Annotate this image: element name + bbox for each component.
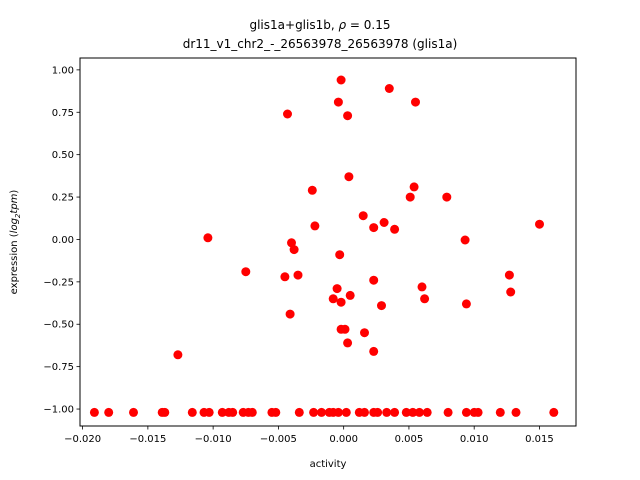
data-point-16	[390, 224, 400, 234]
data-point-76	[443, 407, 453, 417]
data-point-11	[358, 211, 368, 221]
data-point-27	[417, 282, 427, 292]
x-tick-label: 0.005	[395, 434, 424, 445]
data-point-60	[309, 407, 319, 417]
data-point-73	[408, 407, 418, 417]
data-point-35	[461, 299, 471, 309]
data-point-13	[535, 219, 544, 229]
x-tick-label: 0.015	[525, 434, 554, 445]
y-tick-label: 0.25	[52, 193, 74, 204]
data-point-8	[307, 185, 317, 195]
data-point-17	[203, 233, 213, 243]
data-point-3	[411, 97, 420, 107]
data-point-5	[343, 111, 353, 121]
y-ticks: −1.00 −0.75 −0.50 −0.25 0.00 0.25 0.50 0.75 1.00	[43, 65, 80, 416]
x-ticks: −0.020 −0.015 −0.010 −0.005 0.000 0.005 0.010 0…	[64, 426, 554, 445]
data-point-56	[247, 407, 257, 417]
data-point-81	[511, 407, 521, 417]
data-point-48	[187, 407, 197, 417]
data-point-4	[283, 109, 292, 119]
y-tick-label: −0.25	[43, 277, 74, 288]
data-point-51	[217, 407, 227, 417]
data-point-47	[160, 407, 170, 417]
data-point-45	[129, 407, 138, 417]
data-point-7	[409, 182, 419, 192]
points-layer	[89, 75, 559, 417]
data-point-38	[340, 324, 350, 334]
data-point-70	[382, 407, 392, 417]
data-point-71	[390, 407, 400, 417]
data-point-9	[405, 192, 415, 202]
data-point-29	[506, 287, 516, 297]
data-point-59	[294, 407, 304, 417]
data-point-75	[422, 407, 432, 417]
data-point-50	[204, 407, 214, 417]
data-point-24	[293, 270, 303, 280]
data-point-43	[89, 407, 99, 417]
data-point-6	[344, 172, 354, 182]
data-point-80	[495, 407, 505, 417]
x-tick-label: 0.010	[460, 434, 489, 445]
data-point-61	[317, 407, 326, 417]
data-point-36	[285, 309, 295, 319]
data-point-74	[414, 407, 424, 417]
data-point-12	[379, 218, 389, 227]
data-point-18	[287, 238, 296, 248]
data-point-2	[333, 97, 343, 107]
data-point-79	[473, 407, 483, 417]
y-tick-label: −1.00	[43, 405, 74, 416]
x-tick-label: −0.020	[64, 434, 101, 445]
data-point-33	[420, 294, 430, 304]
data-point-72	[401, 407, 411, 417]
data-point-31	[328, 294, 338, 304]
data-point-82	[549, 407, 559, 417]
data-point-23	[280, 272, 290, 282]
x-tick-label: −0.015	[129, 434, 166, 445]
data-point-65	[341, 407, 351, 417]
data-point-53	[228, 407, 238, 417]
data-point-19	[460, 235, 470, 245]
x-tick-label: 0.000	[329, 434, 358, 445]
data-point-1	[384, 84, 394, 93]
data-point-41	[369, 346, 379, 356]
data-point-69	[373, 407, 383, 417]
data-point-34	[377, 301, 386, 311]
data-point-64	[333, 407, 343, 417]
data-point-77	[461, 407, 471, 417]
data-point-28	[332, 284, 342, 294]
y-tick-label: 0.00	[52, 235, 74, 246]
y-tick-label: −0.50	[43, 320, 74, 331]
data-point-44	[104, 407, 114, 417]
data-point-20	[289, 245, 299, 255]
x-tick-label: −0.010	[195, 434, 232, 445]
data-point-67	[360, 407, 369, 417]
plot-frame	[79, 57, 577, 427]
data-point-40	[343, 338, 353, 348]
y-tick-label: 0.75	[52, 108, 74, 119]
data-point-21	[335, 250, 345, 260]
x-tick-label: −0.005	[260, 434, 297, 445]
data-point-25	[504, 270, 514, 280]
data-point-32	[336, 297, 346, 307]
data-point-10	[442, 192, 452, 202]
data-point-14	[310, 221, 320, 231]
y-axis-label: expression (log2tpm)	[9, 190, 22, 295]
data-point-26	[369, 275, 379, 285]
y-tick-label: 0.50	[52, 150, 74, 161]
data-point-42	[173, 350, 183, 360]
data-point-22	[241, 267, 251, 277]
data-point-39	[360, 328, 369, 338]
y-tick-label: −0.75	[43, 362, 74, 373]
data-point-15	[369, 223, 379, 233]
y-tick-label: 1.00	[52, 65, 74, 76]
data-point-0	[336, 75, 346, 85]
data-point-58	[271, 407, 281, 417]
chart-title-line1: glis1a+glis1b, ρ = 0.15	[249, 18, 390, 32]
chart-title-line2: dr11_v1_chr2_-_26563978_26563978 (glis1a…	[183, 37, 458, 51]
x-axis-label: activity	[310, 459, 347, 470]
data-point-30	[345, 290, 355, 300]
